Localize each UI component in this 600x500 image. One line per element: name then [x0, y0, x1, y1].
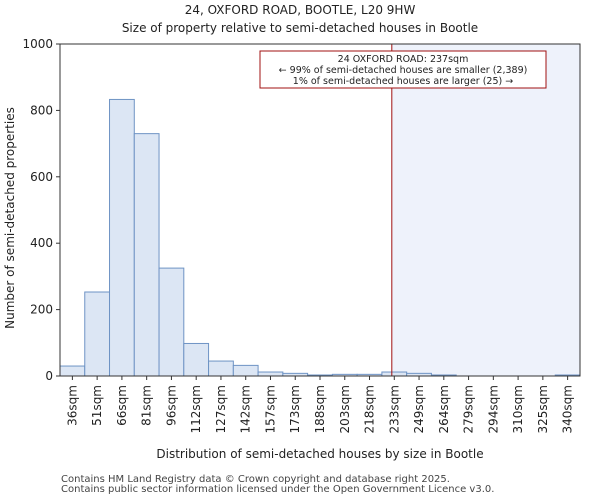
bar-157sqm — [257, 371, 284, 377]
chart-title: 24, OXFORD ROAD, BOOTLE, L20 9HW — [184, 3, 416, 17]
x-tick-label-294sqm: 294sqm — [486, 385, 500, 433]
x-tick-label-310sqm: 310sqm — [511, 385, 525, 433]
y-tick-label-400: 400 — [30, 236, 53, 250]
y-tick-label-200: 200 — [30, 303, 53, 317]
bar-96sqm — [158, 267, 185, 377]
x-tick-label-249sqm: 249sqm — [412, 385, 426, 433]
x-tick-label-218sqm: 218sqm — [363, 385, 377, 433]
x-tick-label-96sqm: 96sqm — [164, 385, 178, 426]
bar-127sqm — [208, 360, 234, 377]
x-tick-label-36sqm: 36sqm — [65, 385, 79, 426]
bar-142sqm — [232, 364, 259, 377]
annotation-line-1: 24 OXFORD ROAD: 237sqm — [338, 54, 469, 65]
bar-81sqm — [133, 133, 160, 377]
bar-36sqm — [59, 365, 86, 377]
chart-subtitle: Size of property relative to semi-detach… — [121, 21, 479, 35]
bar-112sqm — [183, 342, 210, 377]
x-tick-label-279sqm: 279sqm — [462, 385, 476, 433]
x-tick-label-233sqm: 233sqm — [387, 385, 401, 433]
y-tick-label-1000: 1000 — [22, 37, 53, 51]
x-tick-label-340sqm: 340sqm — [561, 385, 575, 433]
annotation-line-3: 1% of semi-detached houses are larger (2… — [293, 76, 513, 87]
y-tick-label-600: 600 — [30, 170, 53, 184]
bar-51sqm — [84, 291, 111, 377]
x-tick-label-142sqm: 142sqm — [239, 385, 253, 433]
annotation-line-2: ← 99% of semi-detached houses are smalle… — [279, 65, 528, 76]
x-tick-label-188sqm: 188sqm — [313, 385, 327, 433]
y-axis-label: Number of semi-detached properties — [3, 107, 17, 329]
footer-copyright: Contains HM Land Registry data © Crown c… — [61, 474, 450, 485]
annotation-box — [259, 50, 547, 89]
x-tick-label-66sqm: 66sqm — [115, 385, 129, 426]
x-tick-label-157sqm: 157sqm — [263, 385, 277, 433]
x-tick-label-51sqm: 51sqm — [90, 385, 104, 426]
y-tick-label-800: 800 — [30, 103, 53, 117]
y-tick-label-0: 0 — [45, 369, 53, 383]
x-tick-label-112sqm: 112sqm — [189, 385, 203, 433]
highlight-region — [391, 44, 580, 376]
bar-233sqm — [381, 371, 408, 377]
x-tick-label-81sqm: 81sqm — [140, 385, 154, 426]
x-axis-label: Distribution of semi-detached houses by … — [156, 447, 483, 461]
x-tick-label-203sqm: 203sqm — [338, 385, 352, 433]
x-tick-label-173sqm: 173sqm — [288, 385, 302, 433]
x-tick-label-264sqm: 264sqm — [437, 385, 451, 433]
x-tick-label-325sqm: 325sqm — [536, 385, 550, 433]
x-tick-label-127sqm: 127sqm — [214, 385, 228, 433]
footer-licence: Contains public sector information licen… — [61, 484, 495, 495]
bar-66sqm — [109, 98, 135, 377]
